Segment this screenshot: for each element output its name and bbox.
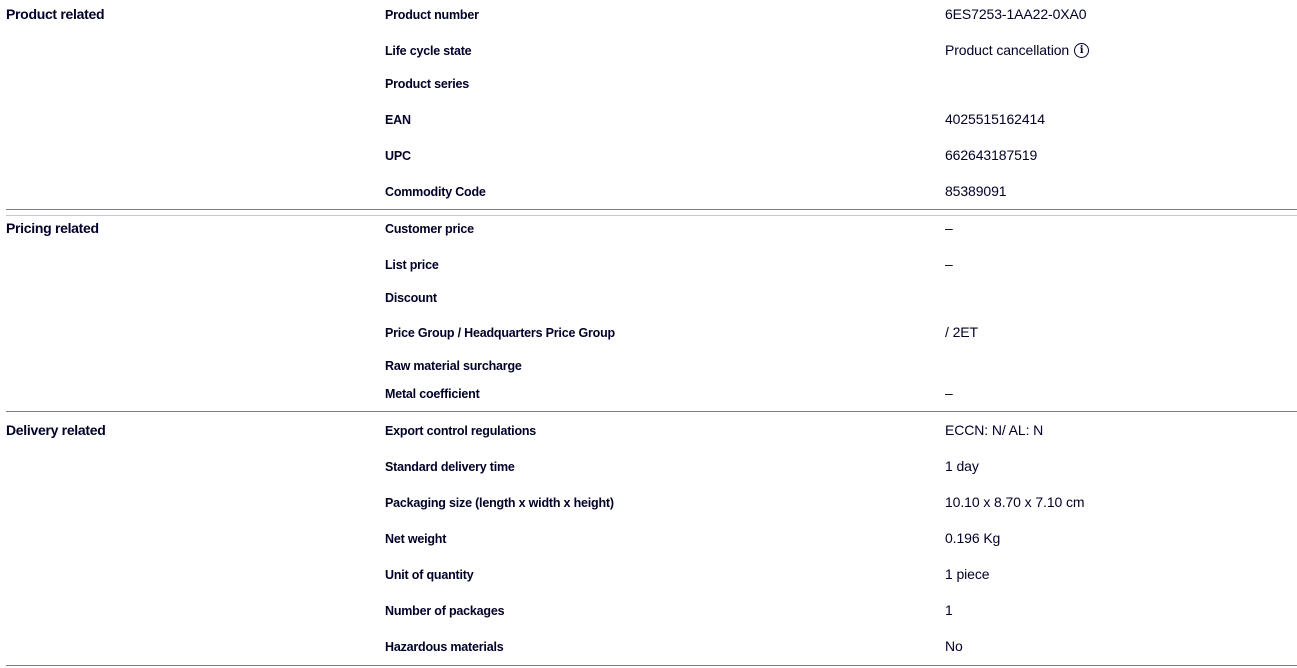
row-value: – — [945, 385, 953, 401]
divider — [6, 209, 1297, 210]
row-label: Standard delivery time — [385, 460, 515, 474]
row-label: Unit of quantity — [385, 568, 474, 582]
section-title: Pricing related — [6, 220, 99, 236]
info-icon[interactable]: i — [1074, 42, 1090, 58]
row-label: Life cycle state — [385, 44, 472, 58]
divider — [6, 411, 1297, 412]
row-label: Product number — [385, 8, 479, 22]
row-label: List price — [385, 258, 439, 272]
row-label: Packaging size (length x width x height) — [385, 496, 614, 510]
divider — [6, 215, 1297, 216]
row-label: Commodity Code — [385, 185, 486, 199]
row-value: – — [945, 220, 953, 236]
row-value: 0.196 Kg — [945, 530, 1001, 546]
row-value: 1 piece — [945, 566, 990, 582]
row-label: Product series — [385, 77, 470, 91]
row-value: ECCN: N/ AL: N — [945, 422, 1044, 438]
row-label: UPC — [385, 149, 411, 163]
row-value: Product cancellation — [945, 42, 1070, 58]
row-label: Discount — [385, 291, 437, 305]
row-label: Export control regulations — [385, 424, 537, 438]
row-value: 1 — [945, 602, 953, 618]
row-label: EAN — [385, 113, 411, 127]
row-label: Hazardous materials — [385, 640, 504, 654]
row-value: 662643187519 — [945, 147, 1038, 163]
row-label: Number of packages — [385, 604, 505, 618]
row-label: Metal coefficient — [385, 387, 480, 401]
row-value: 1 day — [945, 458, 979, 474]
row-label: Price Group / Headquarters Price Group — [385, 326, 615, 340]
row-value-lifecycle: Product cancellation i — [945, 42, 1090, 58]
row-label: Net weight — [385, 532, 447, 546]
row-label: Raw material surcharge — [385, 359, 522, 373]
row-label: Customer price — [385, 222, 474, 236]
row-value: 85389091 — [945, 183, 1007, 199]
divider — [6, 665, 1297, 666]
row-value: No — [945, 638, 963, 654]
section-title: Product related — [6, 6, 105, 22]
row-value: – — [945, 256, 953, 272]
row-value: 6ES7253-1AA22-0XA0 — [945, 6, 1087, 22]
row-value: 4025515162414 — [945, 111, 1045, 127]
row-value: / 2ET — [945, 324, 978, 340]
row-value: 10.10 x 8.70 x 7.10 cm — [945, 494, 1085, 510]
section-title: Delivery related — [6, 422, 106, 438]
